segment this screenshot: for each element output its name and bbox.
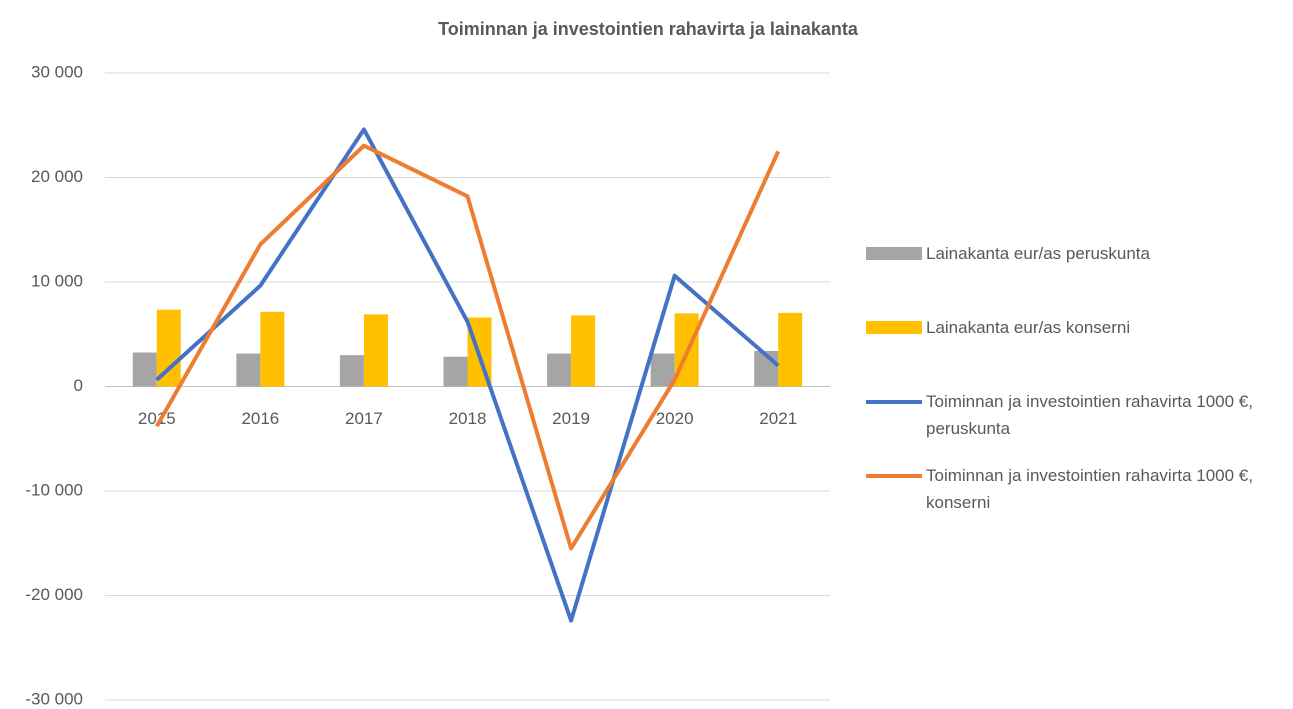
legend-label: Toiminnan ja investointien rahavirta 100… [926,392,1253,438]
bar [547,353,572,387]
legend-swatch [866,474,922,478]
legend: Lainakanta eur/as peruskunta Lainakanta e… [866,240,1286,536]
bar [236,353,261,387]
x-tick-label: 2015 [138,409,176,428]
bar [339,355,364,387]
line-series [155,143,781,551]
y-tick-label: 0 [74,376,83,395]
legend-label: Toiminnan ja investointien rahavirta 100… [926,466,1253,512]
legend-item: Lainakanta eur/as konserni [866,314,1286,388]
y-tick-label: -20 000 [25,585,83,604]
legend-item: Lainakanta eur/as peruskunta [866,240,1286,314]
bar [778,312,803,387]
legend-swatch [866,400,922,404]
line-series [155,127,780,623]
x-tick-label: 2019 [552,409,590,428]
y-tick-label: 10 000 [31,271,83,290]
bar [650,353,675,387]
legend-swatch [866,321,922,334]
legend-label: Lainakanta eur/as konserni [926,318,1131,337]
x-tick-label: 2018 [449,409,487,428]
y-tick-label: 20 000 [31,167,83,186]
legend-label: Lainakanta eur/as peruskunta [926,244,1150,263]
x-tick-label: 2021 [759,409,797,428]
bar [363,314,388,387]
x-tick-label: 2016 [241,409,279,428]
y-tick-label: -10 000 [25,480,83,499]
x-tick-label: 2017 [345,409,383,428]
legend-item: Toiminnan ja investointien rahavirta 100… [866,388,1286,462]
x-tick-label: 2020 [656,409,694,428]
legend-swatch [866,247,922,260]
legend-item: Toiminnan ja investointien rahavirta 100… [866,462,1286,536]
y-tick-label: -30 000 [25,689,83,708]
bar [132,352,157,387]
bar [443,356,468,387]
y-tick-label: 30 000 [31,62,83,81]
bar [571,315,596,387]
chart-title: Toiminnan ja investointien rahavirta ja … [438,19,859,39]
bar [260,311,285,387]
